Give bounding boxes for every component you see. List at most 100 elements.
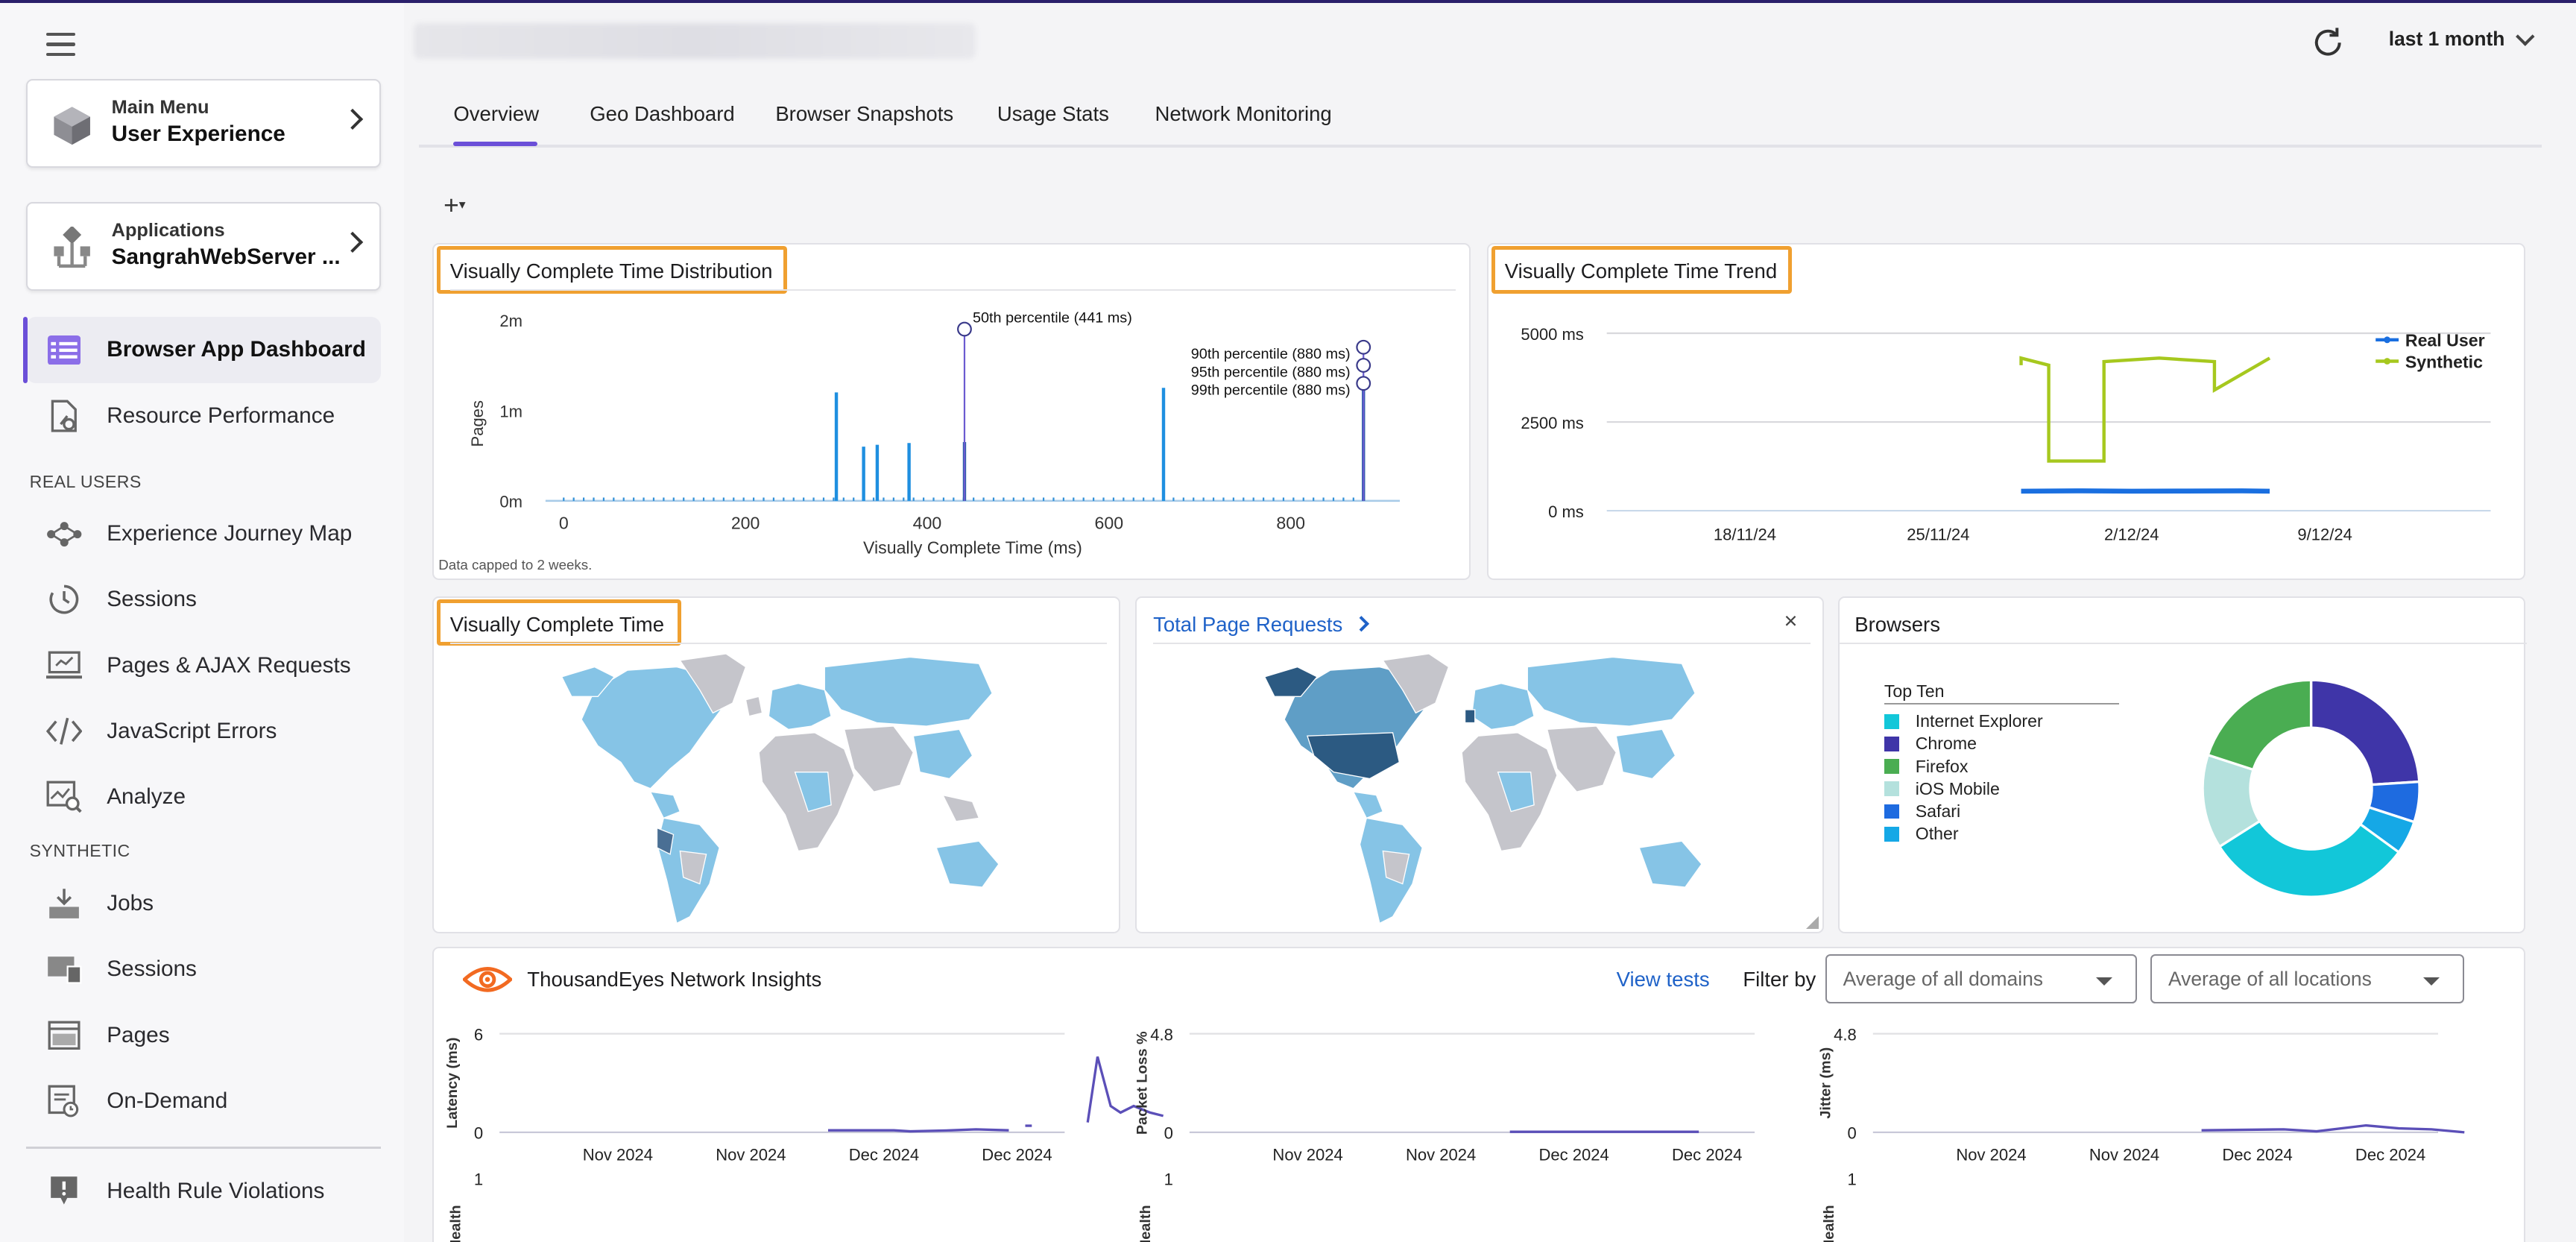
health-axis-label: Health (1137, 1205, 1154, 1242)
sidebar-item-label: Pages (107, 1022, 170, 1047)
legend-swatch (1884, 804, 1899, 819)
x-tick-label: 600 (1094, 514, 1123, 533)
percentile-marker-circle (1355, 358, 1371, 373)
main-menu-value: User Experience (111, 121, 285, 146)
refresh-icon[interactable] (2310, 25, 2346, 60)
section-heading-real-users: REAL USERS (29, 471, 142, 491)
network-metric-charts[interactable]: 6 0 Latency (ms) Nov 2024 Nov 2024 Dec 2024 De… (434, 948, 2527, 1242)
legend-swatch (1884, 781, 1899, 797)
sidebar-item-pages-ajax[interactable]: Pages & AJAX Requests (26, 633, 381, 699)
x-tick-label: Dec 2024 (982, 1145, 1052, 1164)
percentile-marker-circle (956, 321, 972, 337)
locations-filter-select[interactable]: Average of all locations (2150, 954, 2464, 1004)
legend-item[interactable]: Safari (1884, 801, 1960, 822)
x-tick-label: 2/12/24 (2104, 526, 2159, 544)
legend-item[interactable]: Firefox (1884, 756, 1969, 777)
x-tick-label: 400 (912, 514, 941, 533)
legend-item[interactable]: iOS Mobile (1884, 779, 2000, 799)
tab-network-monitoring[interactable]: Network Monitoring (1155, 101, 1332, 125)
x-tick-label: Dec 2024 (1538, 1145, 1609, 1164)
y-axis-label: Packet Loss % (1134, 1030, 1150, 1134)
browsers-donut-chart[interactable] (1840, 598, 2526, 935)
sidebar-item-synthetic-sessions[interactable]: Sessions (26, 936, 381, 1002)
sidebar-item-javascript-errors[interactable]: JavaScript Errors (26, 699, 381, 764)
y-tick-label: 6 (474, 1025, 483, 1044)
locations-filter-value: Average of all locations (2168, 967, 2372, 990)
sidebar-item-label: Resource Performance (107, 403, 335, 428)
metric-line (1086, 1056, 1164, 1123)
world-map-vct[interactable] (549, 654, 1041, 927)
percentile-marker-circle (1355, 340, 1371, 355)
resize-handle-icon[interactable] (1806, 916, 1819, 929)
view-tests-link[interactable]: View tests (1616, 967, 1710, 991)
x-tick-label: 25/11/24 (1907, 526, 1969, 544)
close-icon[interactable]: × (1784, 608, 1798, 634)
vct-trend-chart[interactable]: 0 ms 2500 ms 5000 ms 18/11/24 25/11/24 2/12/2… (1489, 245, 2527, 581)
y-axis-label: Latency (ms) (444, 1037, 461, 1128)
title-highlight-box (1491, 246, 1793, 294)
synthetic-sessions-icon (46, 951, 82, 987)
section-heading-synthetic: SYNTHETIC (29, 841, 130, 861)
pages-ajax-icon (45, 647, 83, 683)
sidebar-item-label: Health Rule Violations (107, 1178, 325, 1203)
chevron-right-icon (341, 231, 363, 253)
sidebar-item-sessions[interactable]: Sessions (26, 567, 381, 632)
thousandeyes-eye-icon (463, 966, 513, 992)
add-widget-button[interactable]: +▾ (443, 191, 465, 221)
sidebar-item-jobs[interactable]: Jobs (26, 871, 381, 936)
y-tick-label: 1m (499, 403, 523, 421)
hamburger-menu-icon[interactable] (45, 33, 76, 56)
top-accent-line (0, 0, 2576, 4)
legend-item[interactable]: Other (1884, 824, 1959, 844)
x-tick-label: 9/12/24 (2297, 526, 2352, 544)
domains-filter-value: Average of all domains (1843, 967, 2044, 990)
sidebar-item-browser-app-dashboard[interactable]: Browser App Dashboard (22, 317, 382, 383)
sessions-icon (46, 581, 82, 617)
domains-filter-select[interactable]: Average of all domains (1825, 954, 2138, 1004)
main-menu-selector[interactable]: Main Menu User Experience (26, 78, 382, 168)
legend-item[interactable]: Chrome (1884, 734, 1977, 754)
page-requests-title: Total Page Requests (1153, 612, 1343, 636)
tab-overview[interactable]: Overview (453, 101, 540, 125)
x-tick-label: 200 (730, 514, 760, 533)
applications-label: Applications (111, 220, 225, 242)
tab-browser-snapshots[interactable]: Browser Snapshots (775, 101, 954, 125)
y-axis-label: Pages (468, 400, 487, 447)
time-range-selector[interactable]: last 1 month (2388, 28, 2505, 51)
sidebar-item-health-rule-violations[interactable]: Health Rule Violations (26, 1159, 381, 1224)
percentile-label: 50th percentile (441 ms) (973, 310, 1132, 327)
tab-usage-stats[interactable]: Usage Stats (997, 101, 1109, 125)
sidebar-item-analyze[interactable]: Analyze (26, 764, 381, 830)
sidebar: Main Menu User Experience Applications S… (0, 3, 405, 1242)
card-title: Browsers (1854, 612, 1941, 636)
jobs-icon (46, 886, 82, 921)
health-violation-icon (46, 1173, 82, 1209)
legend-label: Chrome (1915, 734, 1977, 754)
x-tick-label: Nov 2024 (1272, 1145, 1342, 1164)
resource-icon (46, 397, 82, 433)
application-tree-icon (54, 226, 90, 268)
title-divider (449, 289, 1456, 291)
sidebar-item-resource-performance[interactable]: Resource Performance (26, 383, 381, 449)
metric-line (2201, 1123, 2465, 1134)
sidebar-item-experience-journey-map[interactable]: Experience Journey Map (26, 501, 381, 567)
application-selector[interactable]: Applications SangrahWebServer ... (26, 202, 382, 291)
world-map-page-requests[interactable] (1251, 654, 1744, 927)
tab-geo-dashboard[interactable]: Geo Dashboard (590, 101, 735, 125)
page-requests-card: Total Page Requests × (1135, 596, 1824, 933)
sidebar-item-on-demand[interactable]: On-Demand (26, 1068, 381, 1134)
sidebar-item-pages[interactable]: Pages (26, 1002, 381, 1068)
card-title: Visually Complete Time Distribution (449, 259, 773, 283)
active-tab-indicator (453, 141, 537, 147)
x-tick-label: Nov 2024 (2089, 1145, 2159, 1164)
x-tick-label: Nov 2024 (1406, 1145, 1476, 1164)
page-requests-title-link[interactable]: Total Page Requests (1153, 612, 1370, 637)
legend-item[interactable]: Internet Explorer (1884, 711, 2043, 731)
legend-label: Firefox (1915, 756, 1969, 776)
sidebar-item-label: Sessions (107, 956, 197, 982)
sidebar-item-label: Browser App Dashboard (107, 337, 366, 362)
sidebar-item-label: JavaScript Errors (107, 718, 277, 743)
legend-swatch (1884, 826, 1899, 842)
chevron-down-icon[interactable] (2516, 27, 2535, 45)
